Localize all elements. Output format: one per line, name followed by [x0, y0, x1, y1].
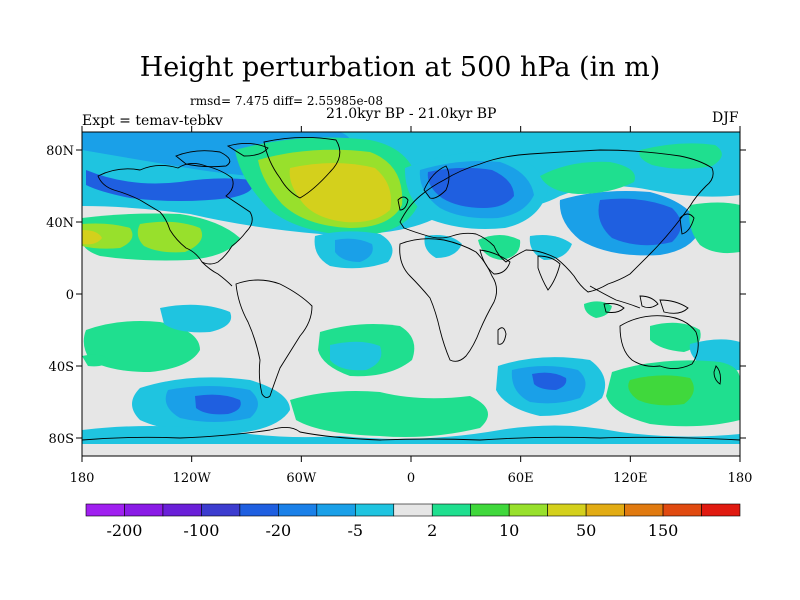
contour-region [330, 341, 382, 371]
coastline-antarctica [82, 427, 740, 441]
coastline-southeast-asia [639, 295, 659, 309]
colorbar-swatch [393, 503, 433, 517]
coastline-south-america [235, 279, 313, 399]
colorbar-swatch [508, 503, 548, 517]
lon-tick-label: 180 [728, 471, 753, 486]
colorbar-swatch [585, 503, 625, 517]
coastline-australia [619, 315, 699, 369]
latitude-axis: 80N 40N 0 40S 80S [46, 144, 746, 447]
experiment-label: Expt = temav-tebkv [82, 113, 223, 129]
coastline-madagascar [497, 327, 507, 345]
colorbar-swatch [124, 503, 164, 517]
colorbar-swatch [278, 503, 318, 517]
lat-tick-label: 80N [46, 144, 74, 159]
contour-region [82, 230, 102, 245]
colorbar-swatch [431, 503, 472, 517]
colorbar-label: -100 [183, 521, 219, 540]
colorbar-swatch [201, 503, 241, 517]
longitude-axis: 180 120W 60W 0 60E 120E 180 [70, 126, 753, 486]
colorbar-swatch [662, 503, 702, 517]
coastline-eurasia [399, 149, 714, 293]
lon-tick-label: 120W [173, 471, 212, 486]
contour-region [628, 375, 694, 406]
colorbar-swatch [547, 503, 587, 517]
contour-region [195, 394, 241, 415]
contour-region [137, 221, 203, 253]
colorbar-swatch [85, 503, 125, 517]
coastline-arctic-islands [175, 150, 231, 168]
contour-region [335, 238, 373, 262]
colorbar-label: -200 [106, 521, 142, 540]
colorbar-label: -20 [265, 521, 291, 540]
contour-region [83, 321, 200, 372]
lon-tick-label: 0 [407, 471, 415, 486]
lon-tick-label: 60W [286, 471, 317, 486]
contour-region [689, 202, 740, 254]
contour-region [598, 198, 681, 246]
coastline-india [537, 255, 561, 291]
coastline-arctic-islands [226, 143, 269, 157]
coastline-southeast-asia [603, 303, 625, 313]
coastline-central-america [201, 261, 233, 287]
colorbar-swatch [470, 503, 510, 517]
map-title: Height perturbation at 500 hPa (in m) [139, 52, 661, 83]
coastline-north-america [97, 163, 253, 265]
lat-tick-label: 0 [66, 288, 74, 303]
contour-region [289, 163, 391, 223]
contour-region [160, 304, 232, 333]
lat-tick-label: 80S [49, 432, 74, 447]
contour-region [290, 391, 488, 437]
contour-region [532, 372, 567, 390]
colorbar-swatch [354, 503, 395, 517]
coastline-scandinavia [423, 165, 450, 199]
colorbar-swatch [239, 503, 279, 517]
season-label: DJF [712, 110, 739, 126]
contour-region [529, 235, 572, 260]
colorbar-swatch [624, 503, 664, 517]
rmsd-stats-label: rmsd= 7.475 diff= 2.55985e-08 [190, 94, 383, 108]
lon-tick-label: 60E [508, 471, 534, 486]
contour-region [650, 322, 701, 352]
colorbar-label: 150 [648, 521, 679, 540]
coastline-british-isles [397, 196, 409, 211]
colorbar-swatch [162, 503, 202, 517]
colorbar-swatch [701, 503, 741, 517]
contour-region [424, 235, 462, 258]
coastline-new-zealand [713, 365, 721, 385]
colorbar-label: 2 [427, 521, 437, 540]
coastlines [82, 136, 740, 441]
coastline-arabia [479, 249, 511, 275]
colorbar-label: -5 [347, 521, 363, 540]
lat-tick-label: 40S [49, 360, 74, 375]
lat-tick-label: 40N [46, 216, 74, 231]
contour-region [86, 170, 253, 201]
contour-region [82, 444, 740, 456]
colorbar-label: 50 [576, 521, 596, 540]
lon-tick-label: 120E [613, 471, 647, 486]
height-contour-field [82, 132, 740, 456]
lon-tick-label: 180 [70, 471, 95, 486]
coastline-japan [679, 213, 695, 235]
coastline-greenland [263, 136, 341, 199]
colorbar: -200 -100 -20 -5 2 10 50 150 [85, 503, 741, 540]
period-label: 21.0kyr BP - 21.0kyr BP [326, 106, 497, 122]
contour-region [540, 161, 635, 194]
coastline-africa [399, 238, 497, 362]
colorbar-label: 10 [499, 521, 519, 540]
coastline-southeast-asia [659, 299, 689, 314]
coastline-southeast-asia [589, 285, 641, 309]
contour-region [584, 301, 612, 318]
contour-region [82, 354, 110, 367]
colorbar-swatch [316, 503, 356, 517]
